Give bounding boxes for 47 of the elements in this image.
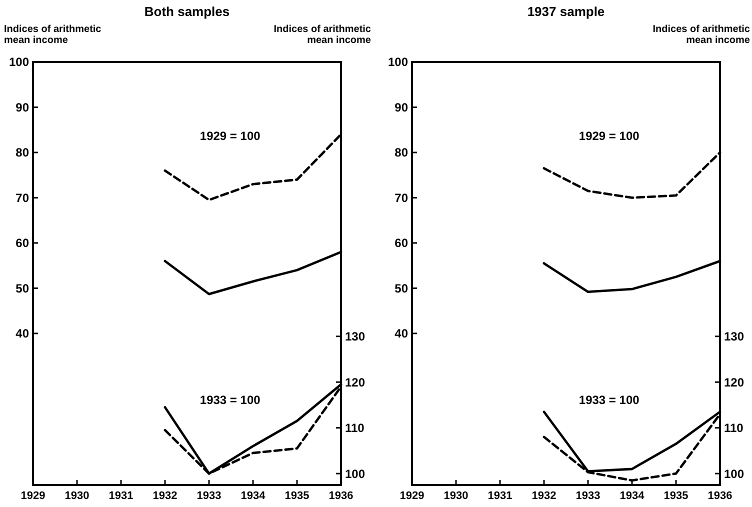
x-tick-label: 1934 bbox=[620, 490, 646, 502]
x-tick-label: 1936 bbox=[708, 490, 732, 502]
y2-tick-label: 100 bbox=[345, 466, 366, 481]
y-tick-label: 80 bbox=[16, 146, 30, 160]
chart-title: 1937 sample bbox=[527, 4, 605, 19]
y2-tick-label: 120 bbox=[724, 375, 744, 390]
chart-title: Both samples bbox=[144, 4, 230, 19]
y2-tick-label: 100 bbox=[724, 466, 744, 481]
y-tick-label: 40 bbox=[16, 326, 30, 341]
x-tick-label: 1934 bbox=[240, 490, 266, 502]
annotation: 1933 = 100 bbox=[200, 393, 261, 407]
y-tick-label: 60 bbox=[394, 236, 408, 250]
x-tick-label: 1931 bbox=[488, 490, 512, 502]
y-tick-label: 100 bbox=[388, 55, 408, 70]
x-tick-label: 1936 bbox=[328, 490, 354, 502]
y-tick-label: 50 bbox=[394, 281, 408, 296]
x-tick-label: 1929 bbox=[400, 490, 424, 502]
y-tick-label: 80 bbox=[394, 146, 408, 160]
x-tick-label: 1932 bbox=[532, 490, 556, 502]
y-tick-label: 100 bbox=[8, 55, 30, 70]
y2-tick-label: 120 bbox=[345, 375, 366, 390]
annotation: 1929 = 100 bbox=[200, 129, 261, 143]
x-tick-label: 1935 bbox=[664, 490, 688, 502]
x-tick-label: 1932 bbox=[152, 490, 178, 502]
y2-tick-label: 110 bbox=[724, 421, 744, 436]
y-axis-title: Indices of arithmetic mean income bbox=[4, 24, 102, 46]
y2-tick-label: 110 bbox=[345, 421, 365, 436]
x-tick-label: 1929 bbox=[20, 490, 46, 502]
y-tick-label: 90 bbox=[394, 100, 408, 114]
y-tick-label: 50 bbox=[16, 281, 30, 296]
x-tick-label: 1935 bbox=[284, 490, 310, 502]
x-tick-label: 1933 bbox=[196, 490, 222, 502]
y-tick-label: 70 bbox=[16, 190, 30, 205]
y-tick-label: 40 bbox=[394, 326, 408, 341]
x-tick-label: 1930 bbox=[64, 490, 90, 502]
x-tick-label: 1930 bbox=[444, 490, 468, 502]
y-tick-label: 90 bbox=[16, 100, 30, 114]
y2-tick-label: 130 bbox=[345, 330, 366, 344]
annotation: 1929 = 100 bbox=[578, 129, 640, 143]
x-tick-label: 1931 bbox=[108, 490, 134, 502]
x-tick-label: 1933 bbox=[576, 490, 600, 502]
y-tick-label: 60 bbox=[16, 236, 30, 250]
y-tick-label: 70 bbox=[394, 190, 408, 205]
y2-axis-title: Indices of arithmetic mean income bbox=[274, 24, 372, 46]
y2-axis-title: Indices of arithmetic mean income bbox=[652, 24, 750, 46]
y2-tick-label: 130 bbox=[724, 330, 744, 344]
annotation: 1933 = 100 bbox=[578, 393, 640, 407]
